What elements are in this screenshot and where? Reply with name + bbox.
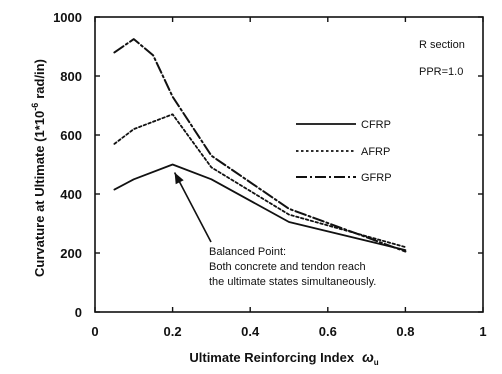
legend: CFRP AFRP GFRP xyxy=(296,119,392,184)
ticks: 0 0.2 0.4 0.6 0.8 1 0 200 400 600 800 1000 xyxy=(53,10,487,339)
legend-label-afrp: AFRP xyxy=(361,146,390,158)
plot-frame xyxy=(94,16,484,313)
series-line-gfrp xyxy=(113,38,407,253)
y-tick-label: 200 xyxy=(60,246,82,261)
y-tick-label: 400 xyxy=(60,187,82,202)
y-tick-label: 0 xyxy=(75,305,82,320)
x-axis-title: Ultimate Reinforcing Index ωu xyxy=(189,349,378,367)
balanced-point-line1: Both concrete and tendon reach xyxy=(209,261,366,273)
x-tick-label: 0.4 xyxy=(241,324,260,339)
series-line-afrp xyxy=(113,113,407,249)
balanced-point-arrow xyxy=(173,172,212,243)
y-tick-label: 1000 xyxy=(53,10,82,25)
series xyxy=(113,38,407,253)
balanced-point-title: Balanced Point: xyxy=(209,246,286,258)
arrow-shaft xyxy=(173,172,212,243)
x-tick-label: 0 xyxy=(91,324,98,339)
series-line-cfrp xyxy=(113,163,407,252)
arrow-head xyxy=(174,172,184,185)
x-tick-label: 0.6 xyxy=(319,324,337,339)
x-tick-label: 0.2 xyxy=(164,324,182,339)
x-tick-label: 1 xyxy=(479,324,486,339)
legend-label-cfrp: CFRP xyxy=(361,119,391,131)
x-tick-label: 0.8 xyxy=(396,324,414,339)
balanced-point-line2: the ultimate states simultaneously. xyxy=(209,276,376,288)
section-annotation: R section xyxy=(419,39,465,51)
y-axis-title: Curvature at Ultimate (1*10-6rad/in) xyxy=(30,59,47,277)
y-tick-label: 800 xyxy=(60,69,82,84)
ppr-annotation: PPR=1.0 xyxy=(419,66,463,78)
y-tick-label: 600 xyxy=(60,128,82,143)
legend-label-gfrp: GFRP xyxy=(361,172,392,184)
axes xyxy=(94,16,484,313)
